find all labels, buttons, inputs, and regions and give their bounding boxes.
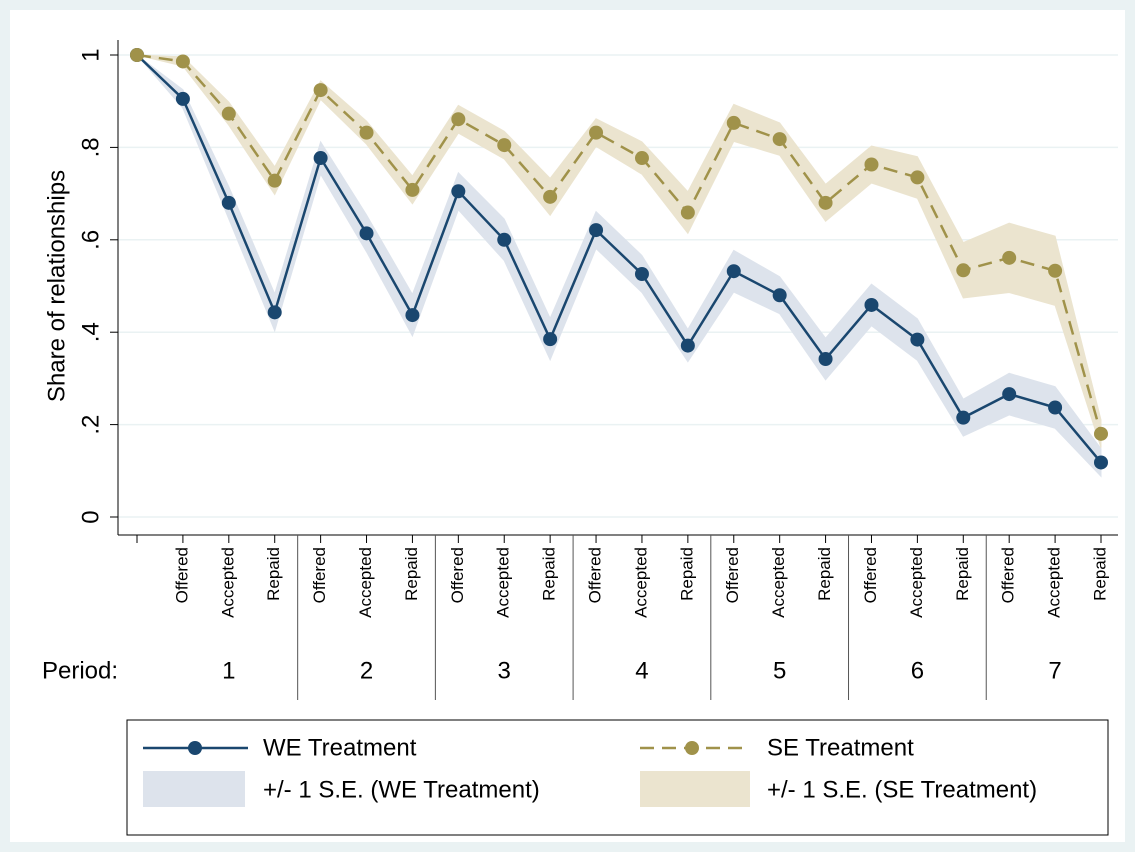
- y-axis-label: Share of relationships: [43, 170, 70, 402]
- marker: [175, 54, 190, 69]
- x-tick-label: Repaid: [677, 547, 696, 601]
- y-tick-label: .8: [77, 137, 104, 157]
- marker: [634, 151, 649, 166]
- legend-marker: [685, 741, 699, 755]
- group-value: 6: [911, 657, 924, 684]
- marker: [1048, 263, 1063, 278]
- marker: [497, 138, 512, 153]
- legend-label: WE Treatment: [263, 734, 417, 761]
- marker: [680, 338, 695, 353]
- legend-band: [640, 771, 750, 807]
- legend: [126, 719, 1109, 836]
- group-value: 5: [773, 657, 786, 684]
- x-tick-label: Accepted: [1045, 547, 1064, 618]
- legend-marker: [188, 741, 202, 755]
- group-value: 2: [360, 657, 373, 684]
- marker: [772, 132, 787, 147]
- marker: [497, 232, 512, 247]
- marker: [772, 288, 787, 303]
- marker: [956, 410, 971, 425]
- marker: [589, 223, 604, 238]
- x-tick-label: Offered: [172, 547, 191, 603]
- marker: [818, 195, 833, 210]
- marker: [267, 173, 282, 188]
- marker: [359, 125, 374, 140]
- x-tick-label: Repaid: [815, 547, 834, 601]
- group-value: 4: [635, 657, 648, 684]
- x-tick-label: Accepted: [769, 547, 788, 618]
- marker: [313, 83, 328, 98]
- marker: [910, 332, 925, 347]
- group-value: 7: [1048, 657, 1061, 684]
- marker: [726, 115, 741, 130]
- x-tick-label: Repaid: [402, 547, 421, 601]
- series-line: [136, 53, 1103, 435]
- marker: [1094, 426, 1108, 441]
- legend-band: [143, 771, 245, 807]
- marker: [1094, 455, 1108, 470]
- marker: [818, 351, 833, 366]
- marker: [910, 170, 925, 185]
- group-value: 1: [222, 657, 235, 684]
- marker: [1048, 400, 1063, 415]
- x-tick-label: Accepted: [218, 547, 237, 618]
- x-tick-label: Repaid: [1090, 547, 1109, 601]
- marker: [543, 189, 558, 204]
- x-tick-label: Repaid: [264, 547, 283, 601]
- y-tick-label: .4: [77, 322, 104, 342]
- marker: [1002, 387, 1017, 402]
- marker: [313, 151, 328, 166]
- legend-label: +/- 1 S.E. (WE Treatment): [263, 776, 540, 803]
- x-tick-label: Offered: [999, 547, 1018, 603]
- group-label: Period:: [42, 657, 118, 684]
- marker: [451, 184, 466, 199]
- marker: [451, 112, 466, 127]
- marker: [405, 308, 420, 323]
- y-tick-label: 0: [77, 510, 104, 523]
- marker: [680, 205, 695, 220]
- y-tick-label: .6: [77, 230, 104, 250]
- x-tick-label: Offered: [586, 547, 605, 603]
- graph-region: [10, 10, 1125, 842]
- x-tick-label: Offered: [310, 547, 329, 603]
- x-tick-label: Accepted: [907, 547, 926, 618]
- marker: [634, 266, 649, 281]
- marker: [726, 264, 741, 279]
- x-tick-label: Accepted: [356, 547, 375, 618]
- marker: [221, 106, 236, 121]
- marker: [864, 297, 879, 312]
- marker: [589, 125, 604, 140]
- group-value: 3: [498, 657, 511, 684]
- legend-label: +/- 1 S.E. (SE Treatment): [767, 776, 1037, 803]
- marker: [359, 226, 374, 241]
- series-line: [136, 54, 1102, 464]
- x-tick-label: Repaid: [540, 547, 559, 601]
- marker: [130, 48, 144, 62]
- marker: [1002, 250, 1017, 265]
- x-tick-label: Repaid: [953, 547, 972, 601]
- x-tick-label: Offered: [723, 547, 742, 603]
- marker: [175, 91, 190, 106]
- legend-label: SE Treatment: [767, 734, 914, 761]
- marker: [405, 182, 420, 197]
- x-tick-label: Offered: [448, 547, 467, 603]
- marker: [543, 332, 558, 347]
- y-tick-label: 1: [77, 48, 104, 61]
- x-tick-label: Accepted: [631, 547, 650, 618]
- y-tick-label: .2: [77, 415, 104, 435]
- marker: [267, 305, 282, 320]
- x-tick-label: Accepted: [494, 547, 513, 618]
- marker: [864, 157, 879, 172]
- x-tick-label: Offered: [861, 547, 880, 603]
- marker: [221, 195, 236, 210]
- marker: [956, 263, 971, 278]
